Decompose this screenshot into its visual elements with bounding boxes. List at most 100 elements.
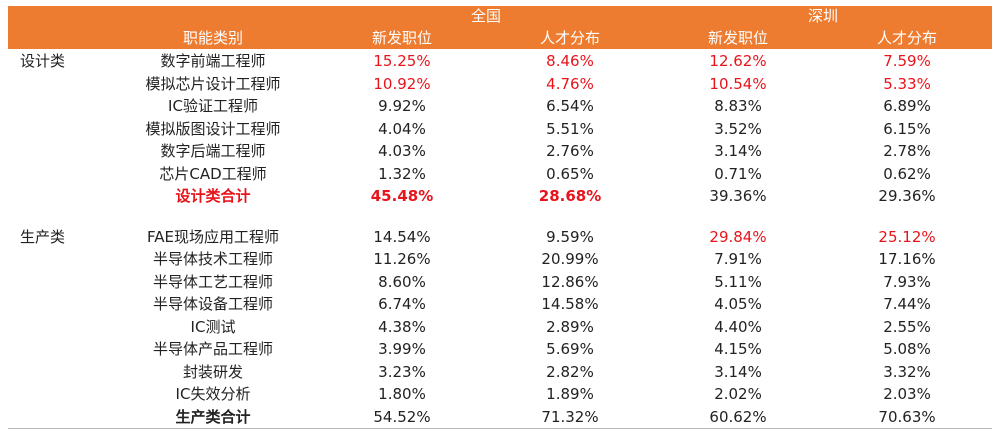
subtotal-row-production: 生产类合计 54.52% 71.32% 60.62% 70.63% bbox=[8, 405, 993, 429]
region-header-row: 全国 深圳 bbox=[8, 6, 993, 27]
value-cell: 4.38% bbox=[378, 317, 426, 336]
value-cell: 2.89% bbox=[546, 317, 594, 336]
value-cell: 6.74% bbox=[378, 295, 426, 313]
value-cell: 14.54% bbox=[373, 227, 431, 246]
value-cell: 2.78% bbox=[883, 142, 931, 160]
value-cell: 25.12% bbox=[878, 227, 936, 246]
group-label-design: 设计类 bbox=[20, 52, 66, 70]
table-row: 半导体设备工程师 6.74% 14.58% 4.05% 7.44% bbox=[8, 293, 992, 316]
job-name: 数字后端工程师 bbox=[160, 142, 266, 160]
subtotal-label: 生产类合计 bbox=[108, 405, 318, 429]
value-cell: 20.99% bbox=[541, 250, 599, 268]
subtotal-value: 71.32% bbox=[486, 405, 655, 429]
column-header-row: 职能类别 新发职位 人才分布 新发职位 人才分布 bbox=[8, 27, 993, 50]
value-cell: 4.76% bbox=[546, 74, 594, 93]
value-cell: 6.15% bbox=[883, 119, 931, 138]
subtotal-row-design: 设计类合计 45.48% 28.68% 39.36% 29.36% bbox=[8, 185, 992, 208]
job-name: IC验证工程师 bbox=[168, 97, 258, 115]
value-cell: 0.71% bbox=[714, 164, 762, 183]
job-name: 数字前端工程师 bbox=[160, 52, 266, 70]
table-row: 模拟芯片设计工程师 10.92% 4.76% 10.54% 5.33% bbox=[8, 73, 992, 96]
value-cell: 15.25% bbox=[373, 52, 431, 70]
value-cell: 14.58% bbox=[541, 295, 599, 313]
job-name: 模拟芯片设计工程师 bbox=[145, 74, 281, 93]
value-cell: 1.80% bbox=[378, 385, 426, 403]
table-row: IC验证工程师 9.92% 6.54% 8.83% 6.89% bbox=[8, 95, 992, 118]
value-cell: 29.84% bbox=[709, 227, 767, 246]
job-name: IC失效分析 bbox=[175, 385, 251, 403]
job-name: FAE现场应用工程师 bbox=[147, 227, 279, 246]
national-new-jobs-header: 新发职位 bbox=[318, 27, 486, 50]
table-row: 半导体技术工程师 11.26% 20.99% 7.91% 17.16% bbox=[8, 248, 992, 271]
category-column-header: 职能类别 bbox=[108, 27, 318, 50]
job-name: 封装研发 bbox=[182, 362, 243, 381]
value-cell: 1.32% bbox=[378, 164, 426, 183]
subtotal-value: 54.52% bbox=[318, 405, 486, 429]
value-cell: 9.92% bbox=[378, 97, 426, 115]
job-name: 模拟版图设计工程师 bbox=[145, 119, 281, 138]
value-cell: 17.16% bbox=[878, 250, 936, 268]
value-cell: 12.62% bbox=[709, 52, 767, 70]
table-row: 半导体工艺工程师 8.60% 12.86% 5.11% 7.93% bbox=[8, 271, 992, 294]
value-cell: 8.46% bbox=[546, 52, 594, 70]
subtotal-value: 29.36% bbox=[878, 187, 936, 205]
value-cell: 4.15% bbox=[714, 340, 762, 358]
value-cell: 3.14% bbox=[714, 142, 762, 160]
table-row: 封装研发 3.23% 2.82% 3.14% 3.32% bbox=[8, 361, 992, 384]
value-cell: 3.23% bbox=[378, 362, 426, 381]
value-cell: 7.93% bbox=[883, 272, 931, 291]
subtotal-value: 45.48% bbox=[370, 187, 434, 205]
value-cell: 5.69% bbox=[546, 340, 594, 358]
subtotal-value: 39.36% bbox=[709, 187, 767, 205]
value-cell: 4.03% bbox=[378, 142, 426, 160]
value-cell: 2.82% bbox=[546, 362, 594, 381]
table-row: IC失效分析 1.80% 1.89% 2.02% 2.03% bbox=[8, 383, 992, 406]
value-cell: 7.91% bbox=[714, 250, 762, 268]
job-distribution-table: 全国 深圳 职能类别 新发职位 人才分布 新发职位 人才分布 设计类 数字前端工… bbox=[8, 6, 993, 429]
value-cell: 5.08% bbox=[883, 340, 931, 358]
spacer-row bbox=[8, 208, 992, 226]
value-cell: 10.92% bbox=[373, 74, 431, 93]
value-cell: 5.11% bbox=[714, 272, 762, 291]
region-shenzhen-header: 深圳 bbox=[654, 6, 993, 27]
value-cell: 4.04% bbox=[378, 119, 426, 138]
header-blank bbox=[8, 6, 108, 27]
shenzhen-talent-header: 人才分布 bbox=[822, 27, 993, 50]
table-row: 数字后端工程师 4.03% 2.76% 3.14% 2.78% bbox=[8, 140, 992, 163]
value-cell: 0.65% bbox=[546, 164, 594, 183]
group-label-production: 生产类 bbox=[20, 227, 66, 246]
value-cell: 3.32% bbox=[883, 362, 931, 381]
value-cell: 5.33% bbox=[883, 74, 931, 93]
table-row: IC测试 4.38% 2.89% 4.40% 2.55% bbox=[8, 316, 992, 339]
header-blank bbox=[108, 6, 318, 27]
value-cell: 3.52% bbox=[714, 119, 762, 138]
value-cell: 3.14% bbox=[714, 362, 762, 381]
value-cell: 8.60% bbox=[378, 272, 426, 291]
value-cell: 5.51% bbox=[546, 119, 594, 138]
table-row: 生产类 FAE现场应用工程师 14.54% 9.59% 29.84% 25.12… bbox=[8, 226, 992, 249]
national-talent-header: 人才分布 bbox=[486, 27, 655, 50]
value-cell: 10.54% bbox=[709, 74, 767, 93]
table-row: 半导体产品工程师 3.99% 5.69% 4.15% 5.08% bbox=[8, 338, 992, 361]
job-name: 芯片CAD工程师 bbox=[159, 164, 267, 183]
job-name: 半导体产品工程师 bbox=[152, 340, 273, 358]
subtotal-label: 设计类合计 bbox=[175, 187, 251, 205]
table-row: 设计类 数字前端工程师 15.25% 8.46% 12.62% 7.59% bbox=[8, 50, 992, 73]
job-name: 半导体设备工程师 bbox=[152, 295, 273, 313]
value-cell: 2.03% bbox=[883, 385, 931, 403]
value-cell: 7.59% bbox=[883, 52, 931, 70]
value-cell: 2.76% bbox=[546, 142, 594, 160]
value-cell: 12.86% bbox=[541, 272, 599, 291]
value-cell: 9.59% bbox=[546, 227, 594, 246]
value-cell: 4.05% bbox=[714, 295, 762, 313]
header-blank bbox=[8, 27, 108, 50]
subtotal-value: 28.68% bbox=[538, 187, 602, 205]
value-cell: 0.62% bbox=[883, 164, 931, 183]
subtotal-value: 70.63% bbox=[822, 405, 993, 429]
value-cell: 6.89% bbox=[883, 97, 931, 115]
value-cell: 2.02% bbox=[714, 385, 762, 403]
job-name: 半导体技术工程师 bbox=[152, 250, 273, 268]
table-row: 模拟版图设计工程师 4.04% 5.51% 3.52% 6.15% bbox=[8, 118, 992, 141]
value-cell: 4.40% bbox=[714, 317, 762, 336]
